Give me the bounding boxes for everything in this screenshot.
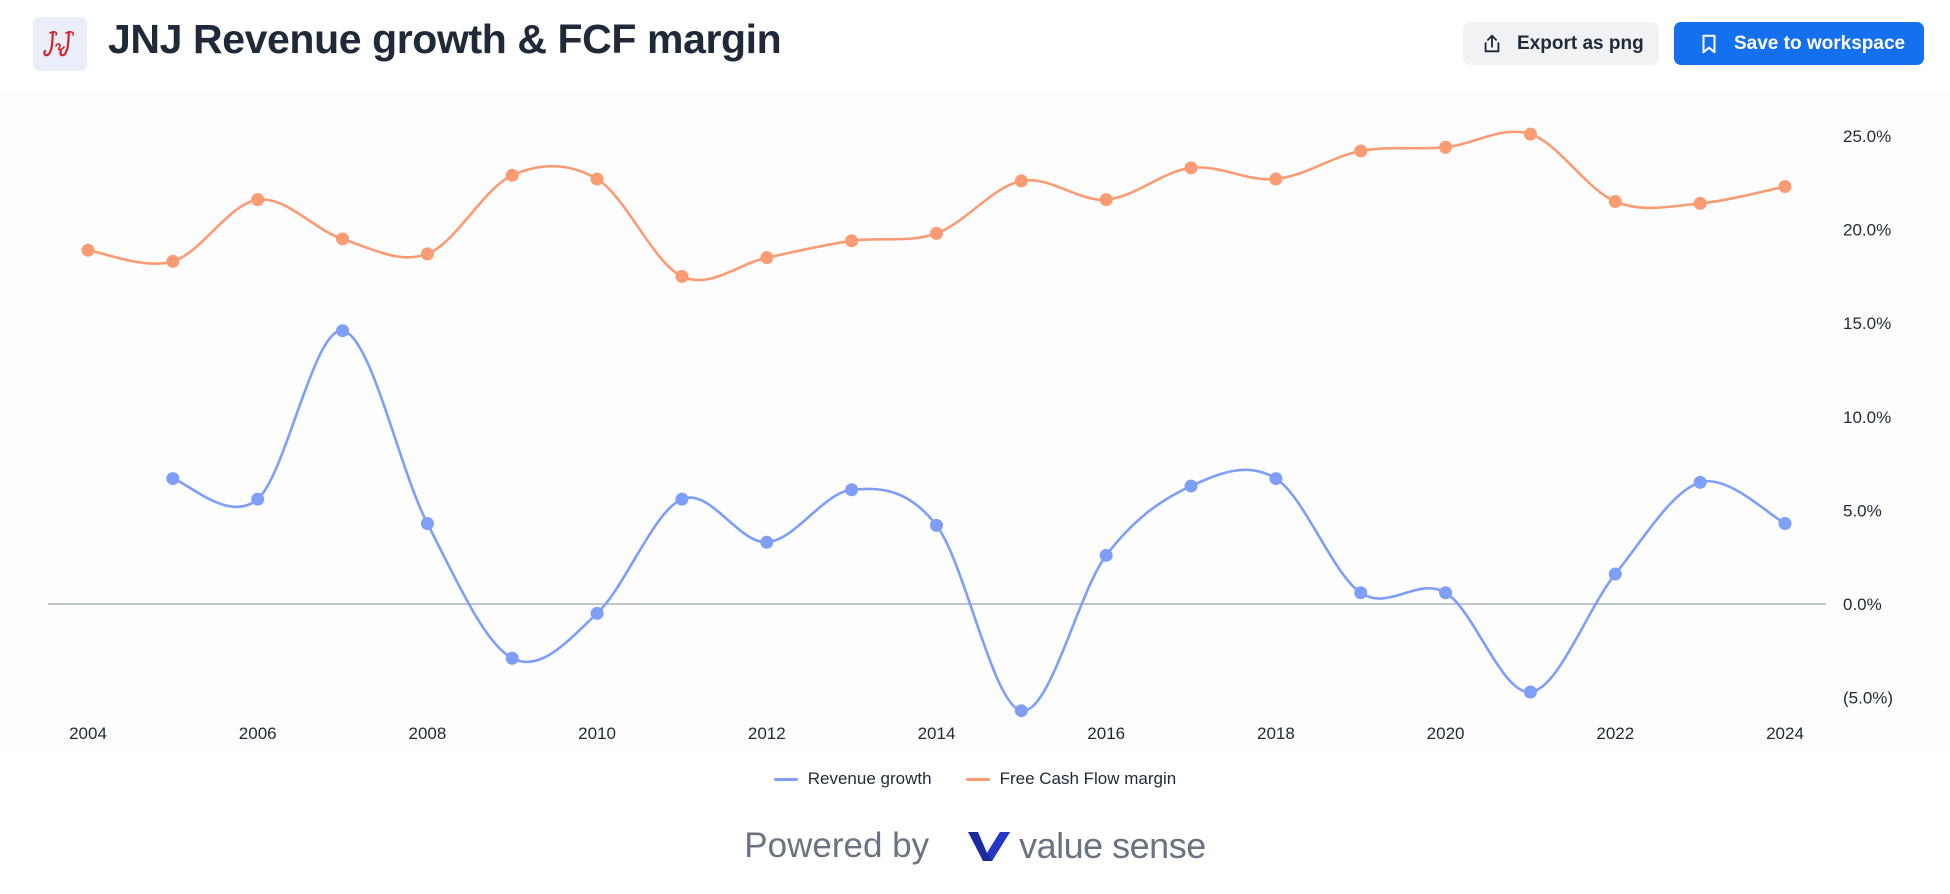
data-point-revenue-growth [1014, 704, 1028, 718]
save-to-workspace-button[interactable]: Save to workspace [1674, 22, 1924, 65]
legend-label-fcf-margin: Free Cash Flow margin [999, 769, 1177, 788]
legend-item-revenue-growth[interactable]: Revenue growth [773, 769, 932, 789]
data-point-fcf-margin [1608, 195, 1622, 209]
x-tick-label: 2004 [69, 724, 107, 743]
data-point-revenue-growth [1354, 586, 1368, 600]
data-point-fcf-margin [1439, 140, 1453, 154]
y-tick-label: 10.0% [1843, 408, 1891, 427]
data-point-fcf-margin [1269, 172, 1283, 186]
data-point-fcf-margin [166, 254, 180, 268]
powered-by-footer: Powered by value sense [0, 816, 1950, 876]
data-point-revenue-growth [675, 492, 689, 506]
data-point-revenue-growth [1184, 479, 1198, 493]
chart-header: JNJ Revenue growth & FCF margin Export a… [0, 0, 1950, 90]
y-tick-label: 5.0% [1843, 501, 1882, 520]
data-point-fcf-margin [675, 269, 689, 283]
series-line-fcf-margin [86, 130, 1787, 282]
x-tick-label: 2024 [1766, 724, 1804, 743]
data-point-revenue-growth [845, 483, 859, 497]
data-point-revenue-growth [930, 518, 943, 532]
y-tick-label: 20.0% [1843, 221, 1891, 240]
x-tick-label: 2022 [1596, 724, 1634, 743]
save-button-label: Save to workspace [1734, 32, 1906, 54]
data-point-fcf-margin [1014, 174, 1028, 188]
data-point-fcf-margin [1778, 180, 1792, 194]
x-tick-label: 2016 [1087, 724, 1125, 743]
y-tick-label: (5.0%) [1843, 689, 1893, 708]
export-button-label: Export as png [1517, 32, 1644, 54]
legend-swatch-revenue-growth [773, 777, 798, 781]
data-point-revenue-growth [590, 606, 604, 620]
x-tick-label: 2018 [1257, 724, 1295, 743]
data-point-fcf-margin [1099, 193, 1113, 207]
data-point-revenue-growth [251, 492, 265, 506]
x-tick-label: 2008 [408, 724, 446, 743]
y-tick-label: 25.0% [1843, 127, 1891, 146]
y-tick-label: 0.0% [1843, 595, 1882, 614]
share-export-icon [1484, 34, 1500, 52]
data-point-revenue-growth [505, 651, 519, 665]
data-point-fcf-margin [81, 243, 95, 257]
data-point-fcf-margin [590, 172, 604, 186]
data-point-revenue-growth [1439, 586, 1453, 600]
data-point-revenue-growth [1778, 517, 1792, 531]
data-point-revenue-growth [1523, 685, 1537, 699]
x-tick-label: 2012 [748, 724, 786, 743]
data-point-revenue-growth [1608, 567, 1622, 581]
data-point-revenue-growth [1269, 472, 1283, 486]
series-line-revenue-growth [171, 329, 1787, 713]
data-point-fcf-margin [336, 232, 350, 246]
jnj-logo-icon [43, 30, 75, 57]
data-point-fcf-margin [1184, 161, 1198, 175]
x-tick-label: 2020 [1427, 724, 1465, 743]
value-sense-mark-icon [968, 832, 1011, 861]
legend-label-revenue-growth: Revenue growth [807, 769, 932, 788]
value-sense-brand-text: value sense [1019, 825, 1206, 866]
data-point-fcf-margin [930, 226, 943, 240]
data-point-revenue-growth [420, 517, 434, 531]
data-point-revenue-growth [1099, 548, 1113, 562]
x-tick-label: 2010 [578, 724, 616, 743]
bookmark-icon [1702, 34, 1716, 53]
x-tick-label: 2014 [918, 724, 956, 743]
company-logo [33, 17, 87, 71]
y-tick-label: 15.0% [1843, 314, 1891, 333]
powered-by-text: Powered by [744, 826, 930, 865]
data-point-fcf-margin [420, 247, 434, 261]
page-title: JNJ Revenue growth & FCF margin [108, 16, 782, 62]
legend-item-fcf-margin[interactable]: Free Cash Flow margin [965, 769, 1177, 789]
x-tick-label: 2006 [239, 724, 277, 743]
data-point-fcf-margin [1523, 127, 1537, 141]
data-point-revenue-growth [760, 535, 774, 549]
value-sense-logo[interactable]: value sense [967, 825, 1206, 867]
data-point-revenue-growth [166, 472, 180, 486]
data-point-revenue-growth [1693, 475, 1707, 489]
line-chart: 25.0% 20.0% 15.0% 10.0% 5.0% 0.0% (5.0%) 2004 20… [48, 127, 1893, 743]
data-point-fcf-margin [845, 234, 859, 248]
data-point-fcf-margin [760, 251, 774, 265]
data-point-fcf-margin [505, 168, 519, 182]
data-point-revenue-growth [336, 324, 350, 338]
chart-panel: 25.0% 20.0% 15.0% 10.0% 5.0% 0.0% (5.0%) 2004 20… [0, 92, 1950, 752]
data-point-fcf-margin [251, 193, 265, 207]
chart-legend: Revenue growth Free Cash Flow margin [0, 766, 1950, 792]
data-point-fcf-margin [1693, 196, 1707, 210]
export-png-button[interactable]: Export as png [1463, 22, 1659, 65]
legend-swatch-fcf-margin [965, 777, 990, 781]
data-point-fcf-margin [1354, 144, 1368, 158]
